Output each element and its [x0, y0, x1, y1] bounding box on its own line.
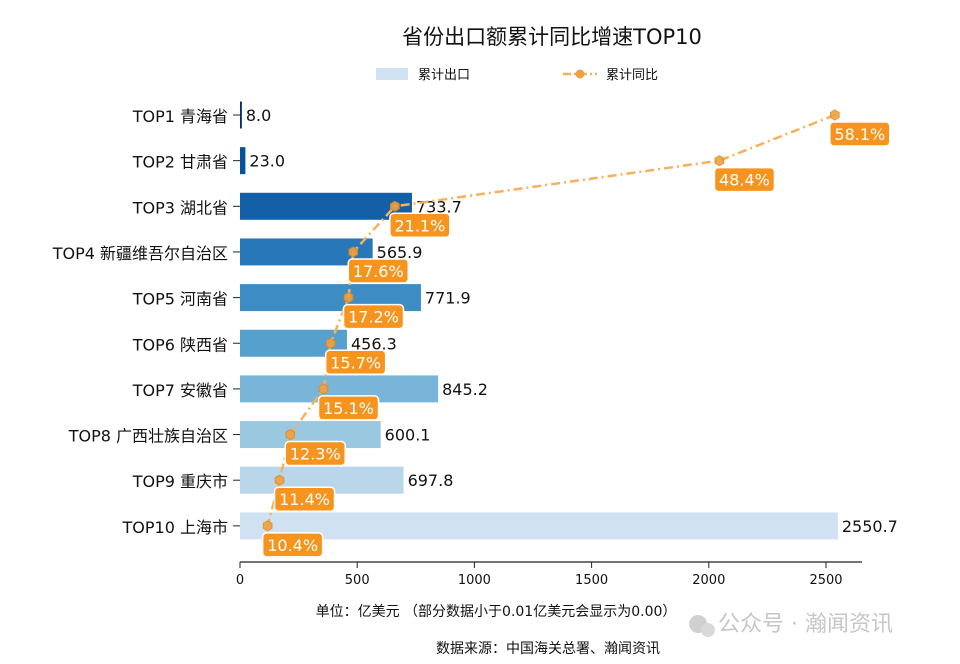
- x-tick-label: 1000: [458, 573, 491, 588]
- category-label: TOP8 广西壮族自治区: [68, 427, 228, 446]
- bar: [240, 147, 246, 175]
- growth-label-box: [273, 486, 336, 512]
- bar-value-label: 23.0: [249, 152, 285, 171]
- legend: 累计出口 累计同比: [376, 68, 658, 83]
- category-label: TOP2 甘肃省: [132, 153, 228, 172]
- bar: [240, 101, 242, 129]
- category-label: TOP10 上海市: [122, 518, 228, 537]
- x-tick-label: 1500: [575, 573, 608, 588]
- category-label: TOP7 安徽省: [132, 381, 228, 400]
- watermark: 公众号 · 瀚闻资讯: [689, 612, 893, 637]
- watermark-text: 公众号 · 瀚闻资讯: [718, 612, 893, 637]
- growth-label: 11.4%: [279, 490, 330, 509]
- category-label: TOP6 陕西省: [132, 335, 228, 354]
- growth-label-box: [713, 166, 776, 193]
- growth-marker: [325, 337, 336, 349]
- source-note: 数据来源：中国海关总署、瀚闻资讯: [436, 641, 660, 657]
- bar: [240, 192, 412, 220]
- bar-value-label: 771.9: [425, 289, 471, 308]
- bar-value-label: 8.0: [246, 106, 271, 125]
- growth-label: 58.1%: [834, 125, 885, 144]
- bar-value-label: 845.2: [442, 380, 488, 399]
- bar: [240, 512, 838, 540]
- bar-value-label: 697.8: [408, 471, 454, 490]
- growth-marker: [262, 520, 273, 532]
- chart-title: 省份出口额累计同比增速TOP10: [402, 25, 702, 49]
- legend-bar-label: 累计出口: [418, 68, 470, 83]
- growth-label-box: [389, 212, 451, 239]
- legend-line-label: 累计同比: [606, 68, 658, 83]
- growth-label-box: [829, 121, 891, 147]
- growth-label: 17.2%: [348, 308, 399, 327]
- category-label: TOP1 青海省: [132, 107, 228, 126]
- growth-line: [266, 113, 836, 527]
- growth-label: 12.3%: [290, 445, 341, 464]
- growth-label-box: [261, 532, 324, 558]
- growth-marker: [390, 200, 400, 212]
- category-label: TOP4 新疆维吾尔自治区: [52, 244, 228, 263]
- x-tick-label: 2500: [809, 573, 842, 588]
- growth-label: 17.6%: [353, 262, 404, 281]
- legend-bar-swatch: [376, 68, 408, 80]
- bar-value-label: 456.3: [351, 334, 397, 353]
- x-tick-label: 2000: [692, 573, 725, 588]
- growth-label: 48.4%: [719, 171, 770, 190]
- growth-label-box: [324, 349, 387, 375]
- growth-marker: [348, 246, 359, 258]
- category-label: TOP5 河南省: [132, 290, 228, 309]
- growth-marker: [829, 109, 840, 121]
- growth-label: 15.1%: [323, 399, 374, 418]
- growth-marker: [714, 155, 725, 167]
- growth-label: 21.1%: [394, 216, 445, 235]
- x-axis-label: 单位：亿美元 （部分数据小于0.01亿美元会显示为0.00）: [316, 604, 677, 620]
- x-tick-label: 0: [236, 573, 244, 588]
- growth-label-box: [347, 258, 410, 284]
- growth-label: 15.7%: [330, 353, 381, 372]
- growth-marker: [343, 292, 354, 304]
- category-label: TOP3 湖北省: [132, 198, 228, 217]
- growth-marker: [285, 428, 296, 441]
- growth-marker: [318, 383, 329, 395]
- bar-value-label: 2550.7: [842, 517, 898, 536]
- growth-marker: [274, 474, 285, 486]
- bar-value-label: 600.1: [385, 426, 431, 445]
- growth-label-box: [317, 395, 380, 421]
- growth-label: 10.4%: [267, 536, 318, 555]
- bar-value-label: 565.9: [377, 243, 423, 262]
- growth-label-box: [342, 303, 405, 330]
- growth-label-box: [284, 440, 346, 467]
- x-tick-label: 500: [345, 573, 370, 588]
- category-label: TOP9 重庆市: [132, 472, 228, 491]
- legend-line-marker: [575, 69, 585, 79]
